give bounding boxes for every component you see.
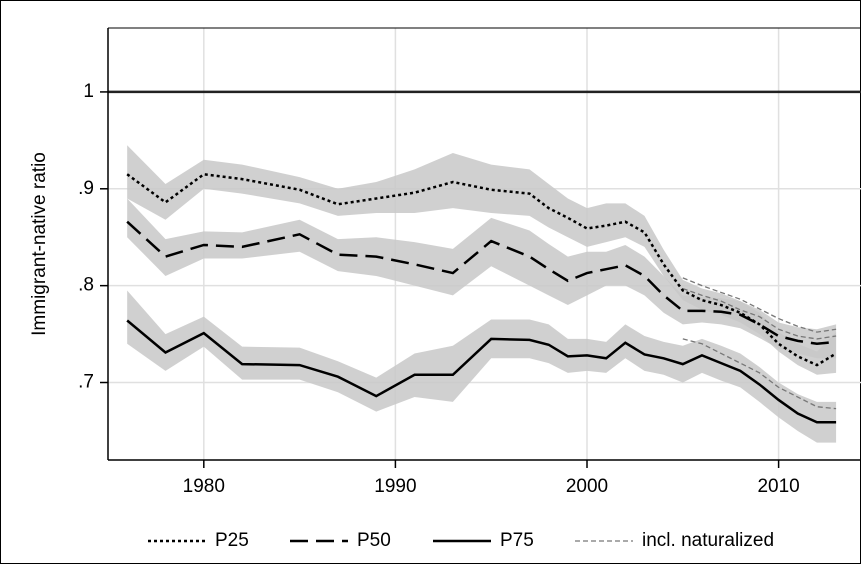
naturalized-line bbox=[682, 277, 837, 333]
y-tick-label: .9 bbox=[78, 178, 94, 199]
series-line bbox=[126, 220, 837, 346]
series-line bbox=[126, 319, 837, 424]
confidence-band bbox=[127, 145, 837, 375]
confidence-band bbox=[127, 290, 837, 443]
naturalized-line bbox=[682, 338, 837, 410]
x-tick-label: 2010 bbox=[757, 476, 799, 497]
x-tick-label: 1990 bbox=[374, 476, 416, 497]
legend-label: P25 bbox=[215, 530, 249, 551]
legend-label: P75 bbox=[500, 530, 534, 551]
x-tick-label: 1980 bbox=[183, 476, 225, 497]
y-tick-label: .8 bbox=[78, 275, 94, 296]
confidence-band bbox=[127, 198, 837, 359]
y-axis-label: Immigrant-native ratio bbox=[29, 152, 50, 336]
y-tick-label: 1 bbox=[83, 81, 94, 102]
naturalized-line bbox=[682, 287, 837, 340]
legend-label: P50 bbox=[357, 530, 391, 551]
x-tick-label: 2000 bbox=[566, 476, 608, 497]
y-tick-label: .7 bbox=[78, 372, 94, 393]
legend-label: incl. naturalized bbox=[642, 530, 774, 551]
